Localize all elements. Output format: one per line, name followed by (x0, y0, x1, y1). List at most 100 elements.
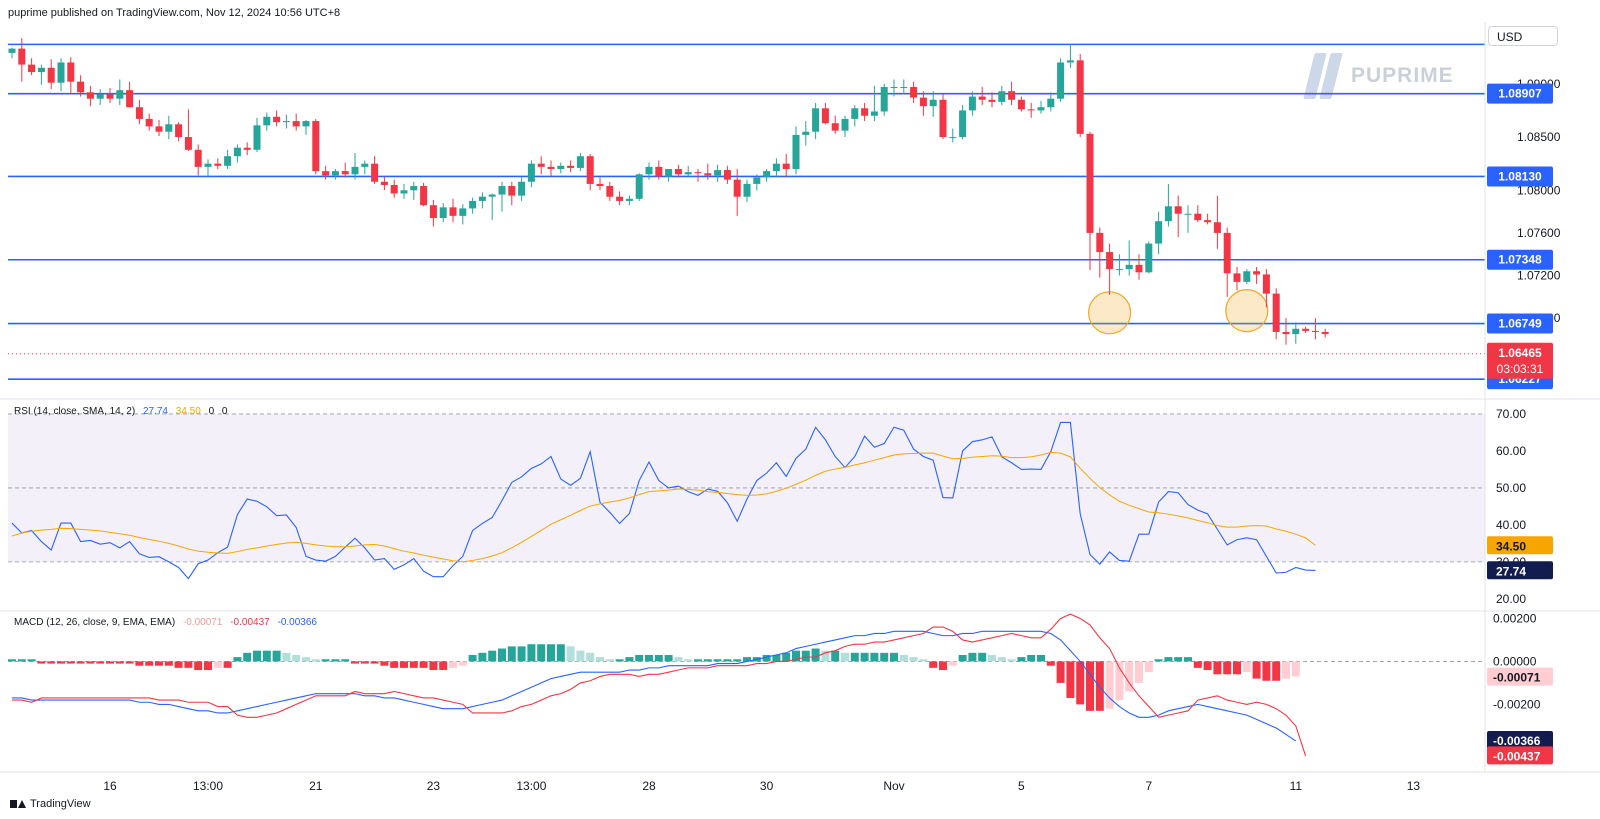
macd-histogram-bar (625, 657, 634, 662)
tradingview-footer[interactable]: TradingView (10, 798, 91, 810)
tradingview-footer-label: TradingView (30, 798, 91, 810)
candle-body (1076, 60, 1084, 134)
macd-histogram-bar (870, 652, 879, 662)
candle-body (498, 186, 506, 195)
candle-body (1292, 328, 1300, 335)
macd-value-box (1487, 731, 1553, 750)
macd-histogram-bar (615, 659, 624, 662)
macd-histogram-bar (321, 659, 330, 662)
candle-body (861, 108, 869, 116)
candle-body (233, 147, 241, 157)
macd-tick-label: 0.00200 (1493, 611, 1537, 625)
candle-body (302, 121, 310, 127)
candle-body (1096, 232, 1104, 253)
macd-tick-label: -0.00200 (1493, 697, 1541, 711)
macd-histogram-bar (76, 661, 85, 664)
macd-histogram-bar (439, 661, 448, 671)
candle-body (1243, 271, 1251, 282)
macd-histogram-bar (66, 661, 75, 664)
candle-body (959, 110, 967, 138)
candle-body (929, 99, 937, 107)
candle-body (361, 163, 369, 167)
macd-histogram-bar (390, 661, 399, 668)
time-tick-label: 13 (1407, 779, 1421, 793)
candle-body (508, 186, 516, 196)
macd-histogram-bar (664, 654, 673, 662)
candle-body (763, 171, 771, 178)
macd-histogram-bar (1037, 654, 1045, 662)
macd-histogram-bar (1233, 661, 1241, 675)
candle-body (341, 171, 349, 175)
puprime-watermark: PUPRIME (1303, 53, 1454, 99)
level-label-text: 1.06749 (1498, 317, 1542, 331)
candle-body (802, 131, 810, 135)
macd-legend-title: MACD (12, 26, close, 9, EMA, EMA) (14, 617, 176, 628)
macd-tick-label: 0.00000 (1493, 654, 1537, 668)
macd-histogram-bar (360, 661, 369, 664)
macd-histogram-bar (997, 657, 1006, 662)
candle-body (165, 124, 173, 132)
macd-value-box (1487, 746, 1553, 765)
highlight-circles (1087, 289, 1269, 335)
macd-histogram-bar (17, 659, 26, 662)
candle-body (870, 111, 878, 116)
candle-body (390, 184, 398, 194)
macd-histogram-bar (537, 644, 546, 662)
macd-histogram-bar (654, 654, 663, 662)
rsi-tick-label: 40.00 (1496, 518, 1526, 532)
candle-body (1213, 222, 1221, 233)
macd-histogram-bar (517, 646, 526, 662)
macd-histogram-bar (331, 659, 340, 662)
candle-body (547, 166, 555, 169)
candle-body (273, 116, 281, 123)
candle-body (1262, 274, 1270, 294)
macd-histogram-bar (899, 654, 908, 662)
macd-histogram-bar (1007, 659, 1016, 662)
last-price-box (1487, 342, 1553, 379)
macd-histogram-bar (272, 650, 281, 662)
candle-body (616, 196, 624, 201)
macd-histogram-bar (1203, 661, 1212, 671)
candle-body (380, 181, 388, 185)
macd-histogram-bar (233, 657, 242, 662)
candle-body (1184, 213, 1192, 215)
rsi-legend-title: RSI (14, close, SMA, 14, 2) (14, 406, 136, 417)
level-label-box (1487, 313, 1553, 334)
macd-histogram-bar (311, 659, 320, 662)
macd-histogram-bar (586, 652, 595, 662)
candle-body (1272, 293, 1280, 332)
candle-body (1233, 273, 1241, 282)
candle-body (1164, 206, 1172, 222)
macd-histogram-bar (498, 648, 506, 662)
currency-selector[interactable]: USD (1488, 26, 1558, 46)
macd-histogram-bar (547, 644, 555, 662)
candle-body (145, 118, 153, 127)
macd-signal-legend-value: -0.00437 (230, 617, 270, 628)
rsi-legend-extra-1: 0 (208, 406, 215, 417)
rsi-pane (8, 413, 1485, 580)
candle-body (478, 196, 486, 201)
candle-body (919, 97, 927, 107)
candle-body (831, 123, 839, 131)
candle-body (126, 90, 134, 108)
last-price-value: 1.06465 (1498, 346, 1542, 360)
macd-histogram-bar (1164, 657, 1173, 662)
time-tick-label: 11 (1290, 779, 1303, 793)
price-tick-label: 1.08000 (1517, 183, 1561, 197)
macd-histogram-bar (125, 661, 134, 664)
time-tick-label: 30 (760, 779, 774, 793)
candle-body (586, 156, 594, 184)
macd-histogram-bar (507, 646, 516, 662)
horizontal-levels[interactable] (8, 43, 1485, 380)
level-label-box (1487, 166, 1553, 187)
candle-body (1204, 220, 1212, 223)
candle-body (694, 172, 702, 174)
candle-body (67, 62, 75, 82)
candle-body (910, 86, 918, 98)
macd-histogram-bar (8, 659, 16, 662)
level-label-text: 1.08130 (1498, 169, 1542, 183)
macd-histogram-bar (1193, 661, 1202, 668)
candle-body (606, 186, 614, 197)
macd-histogram-bar (1105, 661, 1114, 709)
